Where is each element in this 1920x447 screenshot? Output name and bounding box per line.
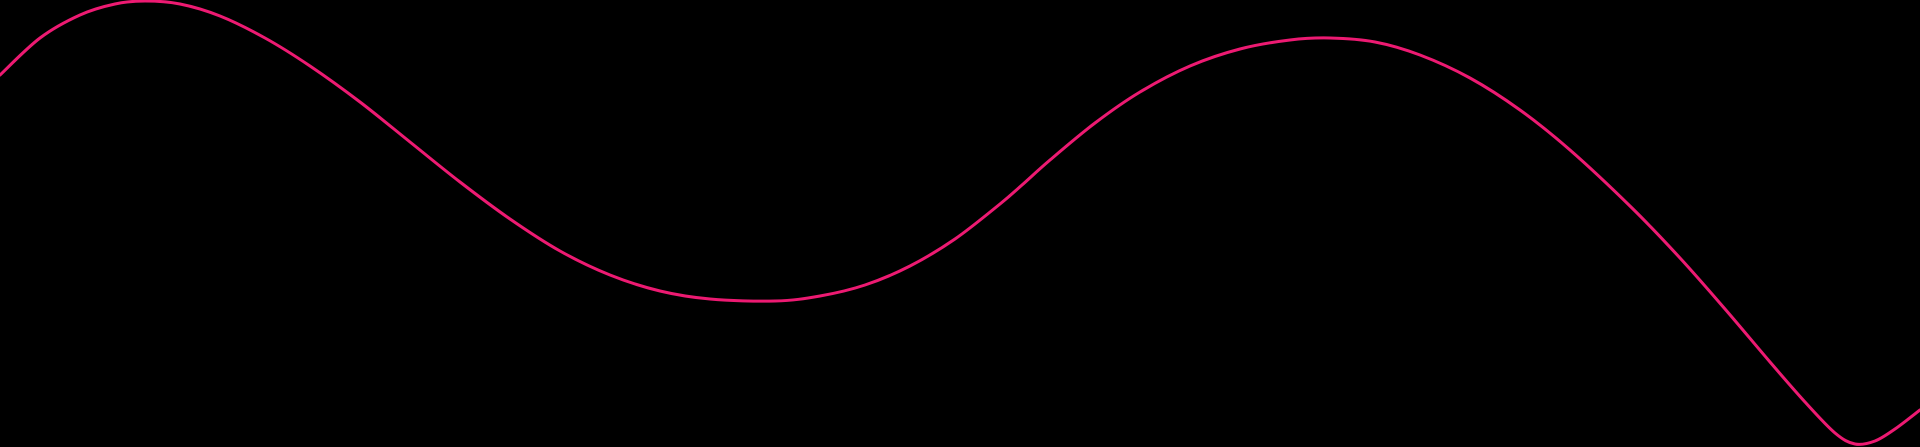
- plot-background: [0, 0, 1920, 447]
- wave-plot: [0, 0, 1920, 447]
- chart-canvas: [0, 0, 1920, 447]
- wave-series-line: [0, 0, 1920, 446]
